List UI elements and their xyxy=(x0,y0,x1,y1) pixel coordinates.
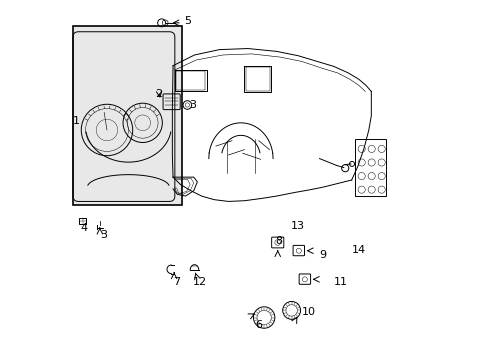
Text: 2: 2 xyxy=(155,89,162,99)
Text: 10: 10 xyxy=(301,307,315,317)
Text: 7: 7 xyxy=(173,277,180,287)
Text: 3: 3 xyxy=(189,100,196,110)
Text: 14: 14 xyxy=(351,245,365,255)
Text: 3: 3 xyxy=(100,230,107,240)
Text: 8: 8 xyxy=(274,236,282,246)
Bar xyxy=(73,26,182,205)
Text: 1: 1 xyxy=(73,116,80,126)
Text: 4: 4 xyxy=(80,223,87,233)
Text: 12: 12 xyxy=(192,277,206,287)
Bar xyxy=(80,218,86,224)
Bar xyxy=(354,139,385,196)
Text: 6: 6 xyxy=(255,320,262,330)
Text: 5: 5 xyxy=(183,16,190,26)
Text: 13: 13 xyxy=(290,221,305,231)
Text: 11: 11 xyxy=(333,277,347,287)
Text: 9: 9 xyxy=(319,250,326,260)
